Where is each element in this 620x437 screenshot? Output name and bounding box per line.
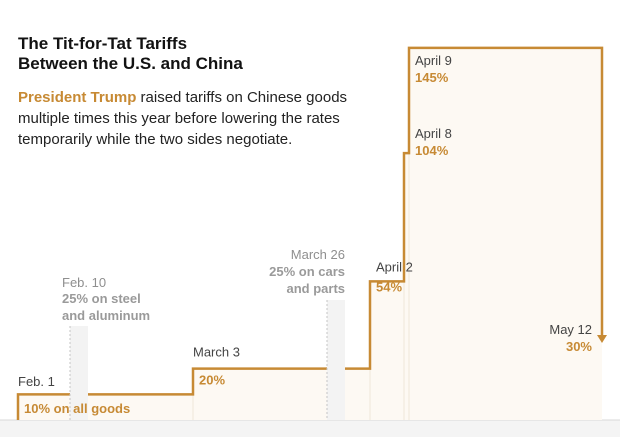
side-note-date-1: Feb. 10 (62, 275, 106, 290)
side-note-date-2: March 26 (291, 247, 345, 262)
annotation-date-2: March 3 (193, 345, 240, 360)
annotation-date-3: April 2 (376, 259, 413, 274)
drop-arrow (597, 335, 607, 343)
annotation-date-5: April 9 (415, 53, 452, 68)
side-note-line-2-1: 25% on cars (269, 264, 345, 279)
annotation-date-1: Feb. 1 (18, 374, 55, 389)
chart-title: The Tit-for-Tat Tariffs Between the U.S.… (18, 34, 243, 73)
annotation-date-6: May 12 (549, 322, 592, 337)
step-bar-4 (404, 153, 409, 421)
annotation-value-3: 54% (376, 279, 402, 294)
chart-subtitle: President Trump raised tariffs on Chines… (18, 87, 348, 150)
side-note-band-1 (70, 326, 88, 420)
step-bar-3 (370, 281, 404, 420)
side-note-band-2 (327, 300, 345, 420)
side-note-line-2-2: and parts (286, 281, 345, 296)
annotation-value-2: 20% (199, 373, 225, 388)
step-bar-1 (18, 394, 193, 420)
annotation-date-4: April 8 (415, 126, 452, 141)
step-bar-5 (409, 47, 602, 420)
subtitle-highlight: President Trump (18, 89, 137, 106)
side-note-line-1-1: 25% on steel (62, 291, 141, 306)
side-note-line-1-2: and aluminum (62, 308, 150, 323)
series-step-line (16, 46, 604, 420)
subtitle-text: raised tariffs on Chinese goods multiple… (18, 89, 348, 148)
annotation-value-6: 30% (566, 339, 592, 354)
baseline-band (0, 420, 620, 437)
annotation-value-5: 145% (415, 70, 449, 85)
annotation-value-1: 10% on all goods (24, 401, 130, 416)
annotation-value-4: 104% (415, 143, 449, 158)
